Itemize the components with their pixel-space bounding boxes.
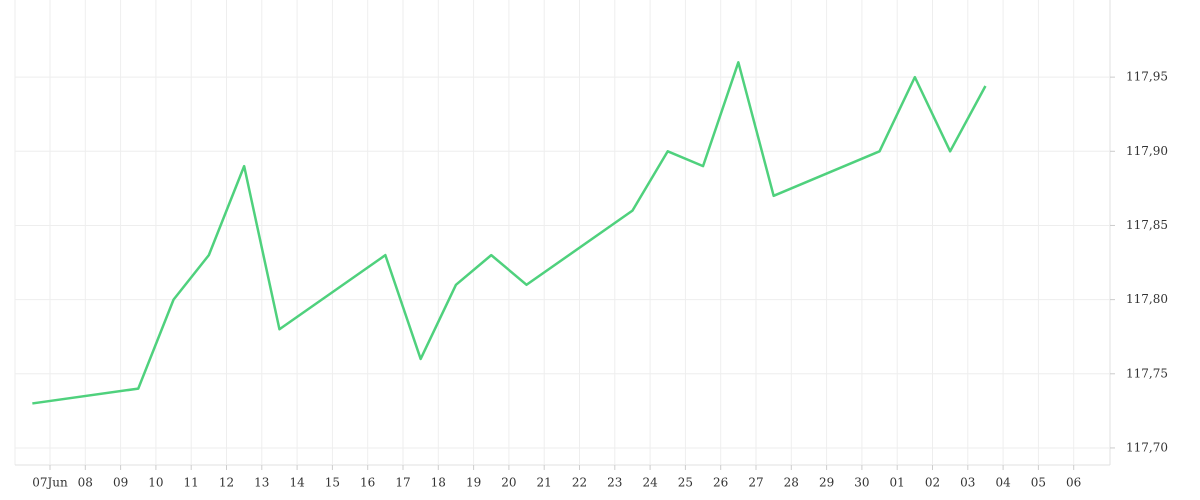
x-tick-label: 19 [466,476,481,490]
x-tick-label: 07Jun [32,476,68,490]
x-tick-label: 11 [184,476,199,490]
x-tick-label: 09 [113,476,128,490]
x-tick-label: 20 [501,476,516,490]
x-tick-label: 02 [925,476,940,490]
x-tick-label: 24 [642,476,658,490]
y-tick-label: 117,80 [1126,292,1168,306]
y-tick-label: 117,70 [1126,440,1168,454]
y-tick-label: 117,90 [1126,144,1168,158]
x-tick-label: 16 [360,476,375,490]
x-tick-label: 03 [960,476,975,490]
x-tick-label: 26 [713,476,728,490]
x-tick-label: 23 [607,476,622,490]
x-tick-label: 04 [995,476,1011,490]
line-series [32,61,987,405]
x-tick-label: 17 [395,476,410,490]
x-tick-label: 18 [431,476,446,490]
x-tick-label: 12 [219,476,234,490]
y-tick-label: 117,95 [1126,70,1168,84]
x-tick-label: 05 [1031,476,1046,490]
x-tick-label: 25 [678,476,693,490]
y-tick-label: 117,85 [1126,218,1168,232]
x-tick-label: 28 [784,476,799,490]
x-tick-label: 08 [78,476,93,490]
x-tick-label: 06 [1066,476,1081,490]
x-tick-label: 10 [148,476,163,490]
x-tick-label: 27 [748,476,763,490]
x-tick-label: 15 [325,476,340,490]
x-tick-label: 14 [289,476,305,490]
y-tick-label: 117,75 [1126,366,1168,380]
x-tick-label: 29 [819,476,834,490]
x-tick-label: 13 [254,476,269,490]
x-tick-label: 01 [890,476,905,490]
x-tick-label: 21 [537,476,552,490]
x-tick-label: 22 [572,476,587,490]
x-tick-label: 30 [854,476,869,490]
